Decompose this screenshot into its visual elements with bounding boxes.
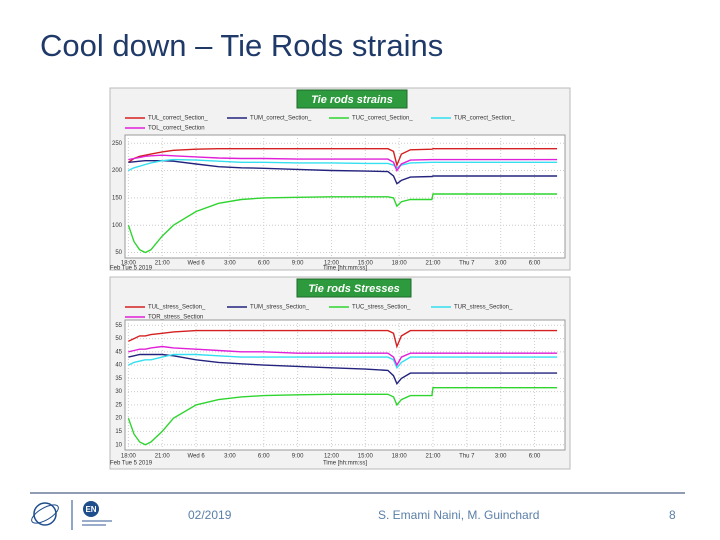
x-tick-label: Wed 6 (187, 454, 205, 460)
start-label: Feb Tue 5 2019 (110, 266, 153, 272)
series-line (128, 158, 558, 172)
x-tick-label: 6:00 (529, 261, 541, 267)
legend-label: TOL_correct_Section (148, 126, 205, 132)
legend-label: TUC_correct_Section_ (352, 116, 413, 122)
y-tick-label: 50 (115, 250, 122, 256)
legend-label: TOR_stress_Section (148, 315, 203, 321)
x-tick-label: 18:00 (392, 454, 408, 460)
x-axis-label: Time [hh:mm:ss] (323, 266, 367, 272)
x-tick-label: 18:00 (121, 261, 137, 267)
x-tick-label: Thu 7 (459, 261, 475, 267)
x-tick-label: 21:00 (425, 261, 441, 267)
series-line (127, 193, 558, 254)
x-tick-label: 12:00 (324, 261, 340, 267)
series-line (128, 353, 558, 370)
y-tick-label: 40 (115, 363, 122, 369)
footer-date: 02/2019 (188, 508, 232, 522)
y-tick-label: 25 (115, 402, 122, 408)
y-tick-label: 55 (115, 323, 122, 329)
y-tick-label: 35 (115, 376, 122, 382)
y-tick-label: 100 (112, 223, 123, 229)
series-line (128, 345, 558, 367)
title-badge (296, 89, 408, 109)
y-tick-label: 50 (115, 336, 122, 342)
y-tick-label: 250 (112, 141, 123, 147)
x-tick-label: 21:00 (155, 261, 171, 267)
x-tick-label: 21:00 (425, 454, 441, 460)
legend-label: TUL_correct_Section_ (148, 116, 208, 122)
chart-title: Tie rods strains (311, 94, 393, 106)
x-tick-label: 3:00 (495, 261, 507, 267)
start-label: Feb Tue 5 2019 (110, 461, 153, 467)
series-line (128, 154, 558, 172)
series-line (128, 148, 558, 168)
x-tick-label: 3:00 (224, 454, 236, 460)
x-axis-label: Time [hh:mm:ss] (323, 461, 367, 467)
x-tick-label: 18:00 (392, 261, 408, 267)
x-tick-label: 15:00 (358, 454, 374, 460)
x-tick-label: 18:00 (121, 454, 137, 460)
y-tick-label: 200 (112, 168, 123, 174)
x-tick-label: 21:00 (155, 454, 171, 460)
x-tick-label: 6:00 (258, 261, 270, 267)
series-line (128, 353, 558, 386)
legend-label: TUM_stress_Section_ (250, 305, 310, 311)
y-tick-label: 45 (115, 349, 122, 355)
x-tick-label: 12:00 (324, 454, 340, 460)
x-tick-label: 9:00 (292, 261, 304, 267)
legend-label: TUL_stress_Section_ (148, 305, 206, 311)
footer-authors: S. Emami Naini, M. Guinchard (378, 508, 540, 522)
chart-title: Tie rods Stresses (308, 283, 400, 295)
cern-logo (31, 500, 73, 530)
y-tick-label: 10 (115, 442, 122, 448)
en-logo-text: EN (85, 505, 96, 514)
en-logo: EN (82, 501, 112, 526)
title-badge (296, 278, 412, 298)
y-tick-label: 20 (115, 416, 122, 422)
x-tick-label: 6:00 (529, 454, 541, 460)
x-tick-label: 6:00 (258, 454, 270, 460)
plot-area (124, 319, 566, 451)
y-tick-label: 30 (115, 389, 122, 395)
x-tick-label: Wed 6 (187, 261, 205, 267)
legend-label: TUR_correct_Section_ (454, 116, 515, 122)
series-line (127, 387, 558, 446)
legend-label: TUC_stress_Section_ (352, 305, 411, 311)
series-line (128, 329, 558, 349)
legend-label: TUM_correct_Section_ (250, 116, 312, 122)
series-line (128, 160, 558, 185)
x-tick-label: 9:00 (292, 454, 304, 460)
footer-page: 8 (669, 508, 676, 522)
slide-title: Cool down – Tie Rods strains (40, 28, 444, 63)
y-tick-label: 150 (112, 195, 123, 201)
y-tick-label: 15 (115, 429, 122, 435)
x-tick-label: 3:00 (495, 454, 507, 460)
x-tick-label: 15:00 (358, 261, 374, 267)
x-tick-label: Thu 7 (459, 454, 475, 460)
x-tick-label: 3:00 (224, 261, 236, 267)
legend-label: TUR_stress_Section_ (454, 305, 513, 311)
